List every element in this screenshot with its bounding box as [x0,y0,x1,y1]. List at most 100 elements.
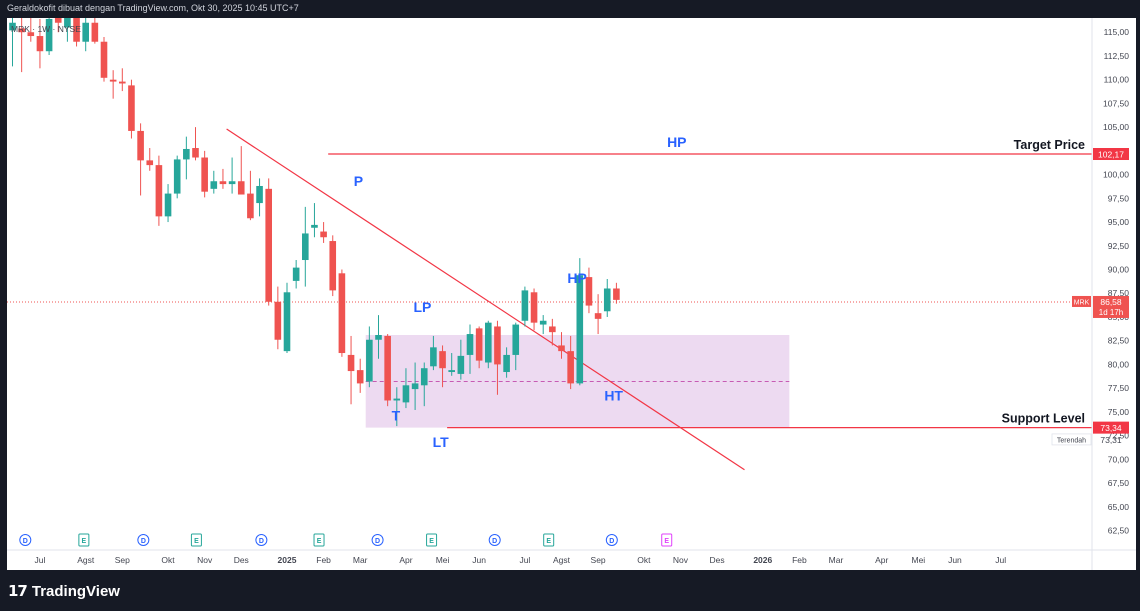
y-tick-label: 82,50 [1108,336,1130,346]
x-tick-label: Okt [637,555,651,565]
candle [549,318,556,346]
chart-area[interactable]: P LP T LT HP HT HP Target Price Support Level MRK… [7,18,1136,570]
x-tick-label: Des [234,555,249,565]
candle [430,335,437,371]
candle [128,79,135,139]
support-price-tag-text: 73,34 [1100,423,1122,433]
candle-body [247,193,254,219]
candle-body [393,398,401,401]
candle-body [430,347,437,367]
candle [494,320,501,395]
candle [558,332,565,359]
pattern-label-ht: HT [604,387,623,403]
candle [466,324,474,374]
dividend-marker-circle [488,534,501,546]
candle [164,184,172,223]
target-price-label: Target Price [1014,138,1085,152]
top-caption-bar: Geraldokofit dibuat dengan TradingView.c… [0,0,1140,18]
y-tick-label: 97,50 [1108,193,1130,203]
candle [485,320,492,369]
event-letter: D [375,538,380,545]
earnings-marker-box [661,533,673,547]
current-price-text: 86,58 [1100,297,1122,307]
candle-body [613,288,620,300]
candle [247,170,254,221]
candle-body [265,188,272,302]
candle-body [155,165,163,217]
candle [265,178,272,306]
candle [100,36,108,82]
candle-body [64,18,71,28]
candle-body [283,292,291,352]
candle-body [603,288,611,312]
y-tick-label: 100,00 [1103,170,1129,180]
symbol-tag-text: MRK [1074,299,1090,306]
candle [347,335,355,405]
x-tick-label: Agst [553,555,571,565]
candle-body [228,181,236,185]
candle [338,269,346,357]
candle [36,18,44,69]
x-tick-label: Mei [911,555,925,565]
candle [594,294,602,335]
candle-body [585,277,593,306]
y-tick-label: 92,50 [1108,241,1130,251]
support-level-label: Support Level [1002,412,1085,426]
candle-body [109,79,117,82]
earnings-marker-box [190,533,202,547]
candle [411,362,419,410]
candle [219,168,227,189]
candle-body [201,157,208,192]
candle-body [457,355,465,374]
x-tick-label: 2026 [753,555,772,565]
candle [475,326,483,369]
candle [210,170,218,194]
dividend-marker: D [371,534,384,546]
candle-body [420,368,428,386]
earnings-marker: E [78,533,90,547]
candle [585,267,593,314]
x-tick-label: Apr [399,555,412,565]
countdown-text: 1d 17h [1099,308,1123,317]
x-tick-label: Jun [948,555,962,565]
candlestick-chart[interactable]: P LP T LT HP HT HP Target Price Support Level MRK… [7,18,1136,570]
event-letter: D [609,538,614,545]
candle [539,315,547,335]
candle [420,362,428,407]
candle [402,368,410,409]
candle [448,353,455,376]
pattern-label-hp: HP [667,134,686,150]
event-letter: E [82,538,87,545]
event-letter: D [259,538,264,545]
x-tick-label: Des [709,555,724,565]
dividend-marker: D [137,534,150,546]
symbol-label: MRK · 1W · NYSE [11,24,81,34]
x-tick-label: Mei [436,555,450,565]
y-tick-label: 72,50 [1108,431,1130,441]
candle-body [9,22,16,31]
candle [173,155,181,199]
y-tick-label: 75,00 [1108,407,1130,417]
low-price-text: 73,31 [1100,435,1122,445]
pattern-label-t: T [392,407,401,423]
candle [283,282,291,354]
candle-body [183,148,190,160]
candle [183,136,190,180]
candle-body [219,181,227,185]
candle-body [567,351,574,384]
candle-body [594,313,602,319]
candle-body [366,339,373,382]
dividend-marker: D [19,534,32,546]
candle [73,18,80,47]
price-tag-box [1093,295,1129,318]
earnings-marker-box [78,533,90,547]
dividend-marker-circle [371,534,384,546]
earnings-marker: E [426,533,438,547]
candle-body [539,320,547,325]
candle-body [485,322,492,363]
candle-body [119,81,126,84]
plot-layer: P LP T LT HP HT HP Target Price Support Level [7,18,1092,471]
tradingview-brand[interactable]: 17 TradingView [8,582,120,600]
candle [119,68,126,92]
candle [521,286,529,327]
